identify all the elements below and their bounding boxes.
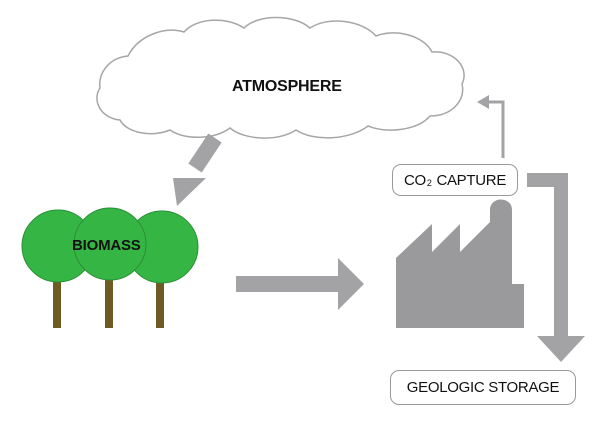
arrow-shaft bbox=[236, 276, 340, 292]
factory-sawtooth bbox=[396, 222, 490, 284]
co2-capture-prefix: CO bbox=[403, 171, 426, 189]
tree-trunk-left bbox=[53, 278, 61, 328]
cloud-icon bbox=[96, 16, 465, 139]
arrow-shaft bbox=[188, 133, 222, 173]
arrow-atmosphere-to-biomass bbox=[173, 133, 222, 206]
geologic-storage-box: GEOLOGIC STORAGE bbox=[390, 370, 576, 405]
factory-body bbox=[396, 199, 524, 328]
co2-capture-box: CO 2 CAPTURE bbox=[392, 164, 518, 196]
cloud-outline bbox=[96, 16, 465, 139]
atmosphere-label: ATMOSPHERE bbox=[232, 78, 342, 95]
tree-icon bbox=[21, 207, 199, 328]
arrow-capture-to-storage bbox=[527, 173, 585, 362]
arrow-head bbox=[537, 336, 585, 362]
arrow-capture-to-atmosphere bbox=[477, 95, 505, 158]
tree-trunk-right bbox=[156, 278, 164, 328]
arrow-biomass-to-factory bbox=[236, 258, 364, 310]
co2-capture-subscript: 2 bbox=[426, 178, 432, 188]
arrow-head bbox=[338, 258, 364, 310]
arrow-line bbox=[527, 173, 568, 338]
tree-trunk-middle bbox=[105, 278, 113, 328]
arrow-head bbox=[173, 178, 206, 206]
tree-canopy-middle bbox=[73, 207, 147, 281]
co2-capture-suffix: CAPTURE bbox=[432, 171, 507, 189]
arrow-head bbox=[477, 95, 489, 109]
arrow-line bbox=[489, 100, 505, 158]
biomass-label: BIOMASS bbox=[72, 237, 141, 254]
factory-icon bbox=[396, 199, 524, 328]
